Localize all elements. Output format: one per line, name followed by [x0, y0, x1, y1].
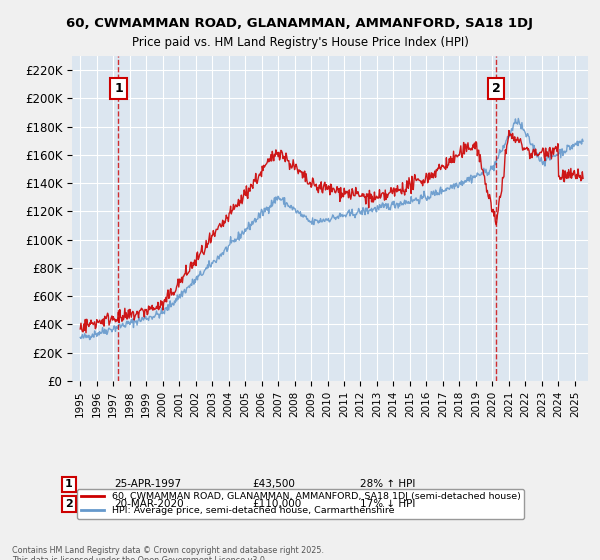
Text: 17% ↓ HPI: 17% ↓ HPI	[360, 499, 415, 509]
Text: £43,500: £43,500	[252, 479, 295, 489]
Text: £110,000: £110,000	[252, 499, 301, 509]
Legend: 60, CWMAMMAN ROAD, GLANAMMAN, AMMANFORD, SA18 1DJ (semi-detached house), HPI: Av: 60, CWMAMMAN ROAD, GLANAMMAN, AMMANFORD,…	[77, 489, 524, 519]
Text: 28% ↑ HPI: 28% ↑ HPI	[360, 479, 415, 489]
Text: 20-MAR-2020: 20-MAR-2020	[114, 499, 184, 509]
Text: 2: 2	[65, 499, 73, 509]
Text: Price paid vs. HM Land Registry's House Price Index (HPI): Price paid vs. HM Land Registry's House …	[131, 36, 469, 49]
Text: 1: 1	[65, 479, 73, 489]
Text: Contains HM Land Registry data © Crown copyright and database right 2025.
This d: Contains HM Land Registry data © Crown c…	[12, 546, 324, 560]
Text: 25-APR-1997: 25-APR-1997	[114, 479, 181, 489]
Text: 1: 1	[114, 82, 123, 95]
Text: 2: 2	[491, 82, 500, 95]
Text: 60, CWMAMMAN ROAD, GLANAMMAN, AMMANFORD, SA18 1DJ: 60, CWMAMMAN ROAD, GLANAMMAN, AMMANFORD,…	[67, 17, 533, 30]
